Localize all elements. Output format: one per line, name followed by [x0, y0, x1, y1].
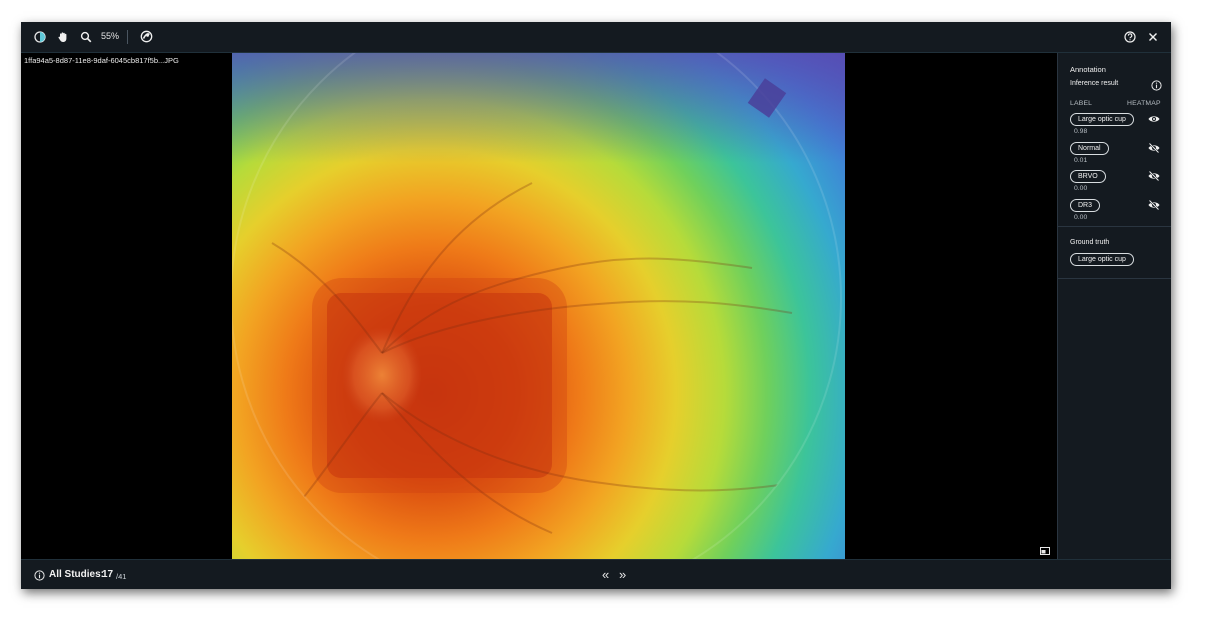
result-score: 0.01	[1074, 157, 1088, 164]
info-icon[interactable]	[1151, 80, 1162, 91]
heatmap-column-header: HEATMAP	[1127, 100, 1161, 107]
section-divider	[1058, 226, 1171, 227]
eye-icon[interactable]	[1148, 114, 1160, 124]
toolbar-divider	[127, 30, 128, 44]
inference-result-title: Inference result	[1070, 80, 1119, 87]
overlay-toggle-icon[interactable]	[138, 28, 154, 44]
result-label-pill[interactable]: DR3	[1070, 199, 1101, 212]
fundus-heatmap-image[interactable]	[232, 53, 845, 559]
toolbar: 55%	[21, 22, 1171, 53]
annotation-panel: Annotation Inference result LABEL HEATMA…	[1057, 53, 1171, 559]
previous-study-button[interactable]: «	[602, 567, 610, 582]
studies-current: 17	[102, 569, 114, 580]
result-label-pill[interactable]: Large optic cup	[1070, 113, 1134, 126]
label-column-header: LABEL	[1070, 100, 1093, 107]
close-icon[interactable]	[1145, 29, 1161, 45]
studies-label: All Studies:	[49, 569, 105, 580]
result-score: 0.00	[1074, 185, 1088, 192]
result-label-pill[interactable]: Normal	[1070, 142, 1109, 155]
eye-off-icon[interactable]	[1148, 200, 1160, 210]
image-viewer[interactable]: 1ffa94a5-8d87-11e8-9daf-6045cb817f5b...J…	[21, 53, 1057, 559]
minimap-icon[interactable]	[1040, 542, 1050, 555]
zoom-icon[interactable]	[78, 29, 94, 45]
help-icon[interactable]	[1122, 29, 1138, 45]
ground-truth-pill: Large optic cup	[1070, 253, 1134, 266]
result-label-pill[interactable]: BRVO	[1070, 170, 1106, 183]
file-name: 1ffa94a5-8d87-11e8-9daf-6045cb817f5b...J…	[24, 56, 179, 65]
ground-truth-title: Ground truth	[1070, 239, 1110, 246]
viewer-window: 55% 1ffa94a5-8d87-11e8-9daf-6045cb817f5b…	[21, 22, 1171, 589]
info-icon[interactable]	[34, 570, 45, 581]
eye-off-icon[interactable]	[1148, 143, 1160, 153]
contrast-icon[interactable]	[32, 29, 48, 45]
section-divider	[1058, 278, 1171, 279]
zoom-level: 55%	[101, 31, 120, 41]
result-score: 0.00	[1074, 214, 1088, 221]
annotation-title: Annotation	[1070, 65, 1106, 74]
studies-total: /41	[116, 572, 127, 581]
status-bar: All Studies: 17 /41 « »	[21, 559, 1171, 589]
pan-hand-icon[interactable]	[55, 29, 71, 45]
result-score: 0.98	[1074, 128, 1088, 135]
eye-off-icon[interactable]	[1148, 171, 1160, 181]
next-study-button[interactable]: »	[619, 567, 627, 582]
